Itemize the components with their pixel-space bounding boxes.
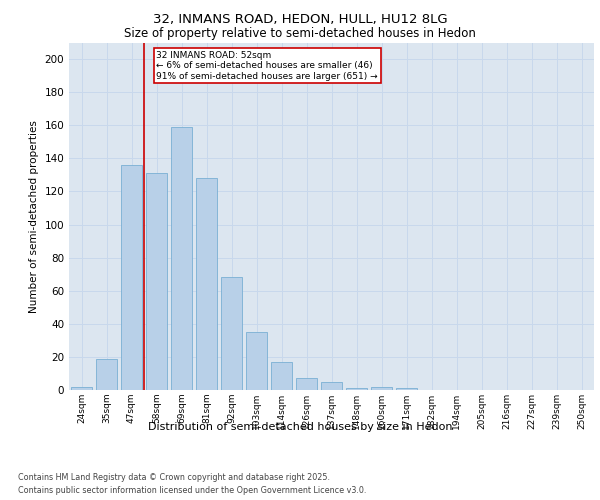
Bar (221, 278, 242, 390)
Bar (271, 362, 292, 390)
Bar (196, 178, 217, 390)
Text: Size of property relative to semi-detached houses in Hedon: Size of property relative to semi-detach… (124, 28, 476, 40)
Bar (396, 388, 417, 390)
Text: 32 INMANS ROAD: 52sqm
← 6% of semi-detached houses are smaller (46)
91% of semi-: 32 INMANS ROAD: 52sqm ← 6% of semi-detac… (157, 51, 378, 80)
Bar (296, 378, 317, 390)
Bar (171, 127, 192, 390)
Bar (96, 358, 117, 390)
Bar (71, 386, 92, 390)
Bar (371, 386, 392, 390)
Bar (346, 388, 367, 390)
Bar (246, 332, 267, 390)
Text: Contains HM Land Registry data © Crown copyright and database right 2025.: Contains HM Land Registry data © Crown c… (18, 472, 330, 482)
Bar (146, 173, 167, 390)
Bar (321, 382, 342, 390)
Bar (121, 165, 142, 390)
Text: Contains public sector information licensed under the Open Government Licence v3: Contains public sector information licen… (18, 486, 367, 495)
Text: 32, INMANS ROAD, HEDON, HULL, HU12 8LG: 32, INMANS ROAD, HEDON, HULL, HU12 8LG (152, 12, 448, 26)
Y-axis label: Number of semi-detached properties: Number of semi-detached properties (29, 120, 39, 312)
Text: Distribution of semi-detached houses by size in Hedon: Distribution of semi-detached houses by … (148, 422, 452, 432)
